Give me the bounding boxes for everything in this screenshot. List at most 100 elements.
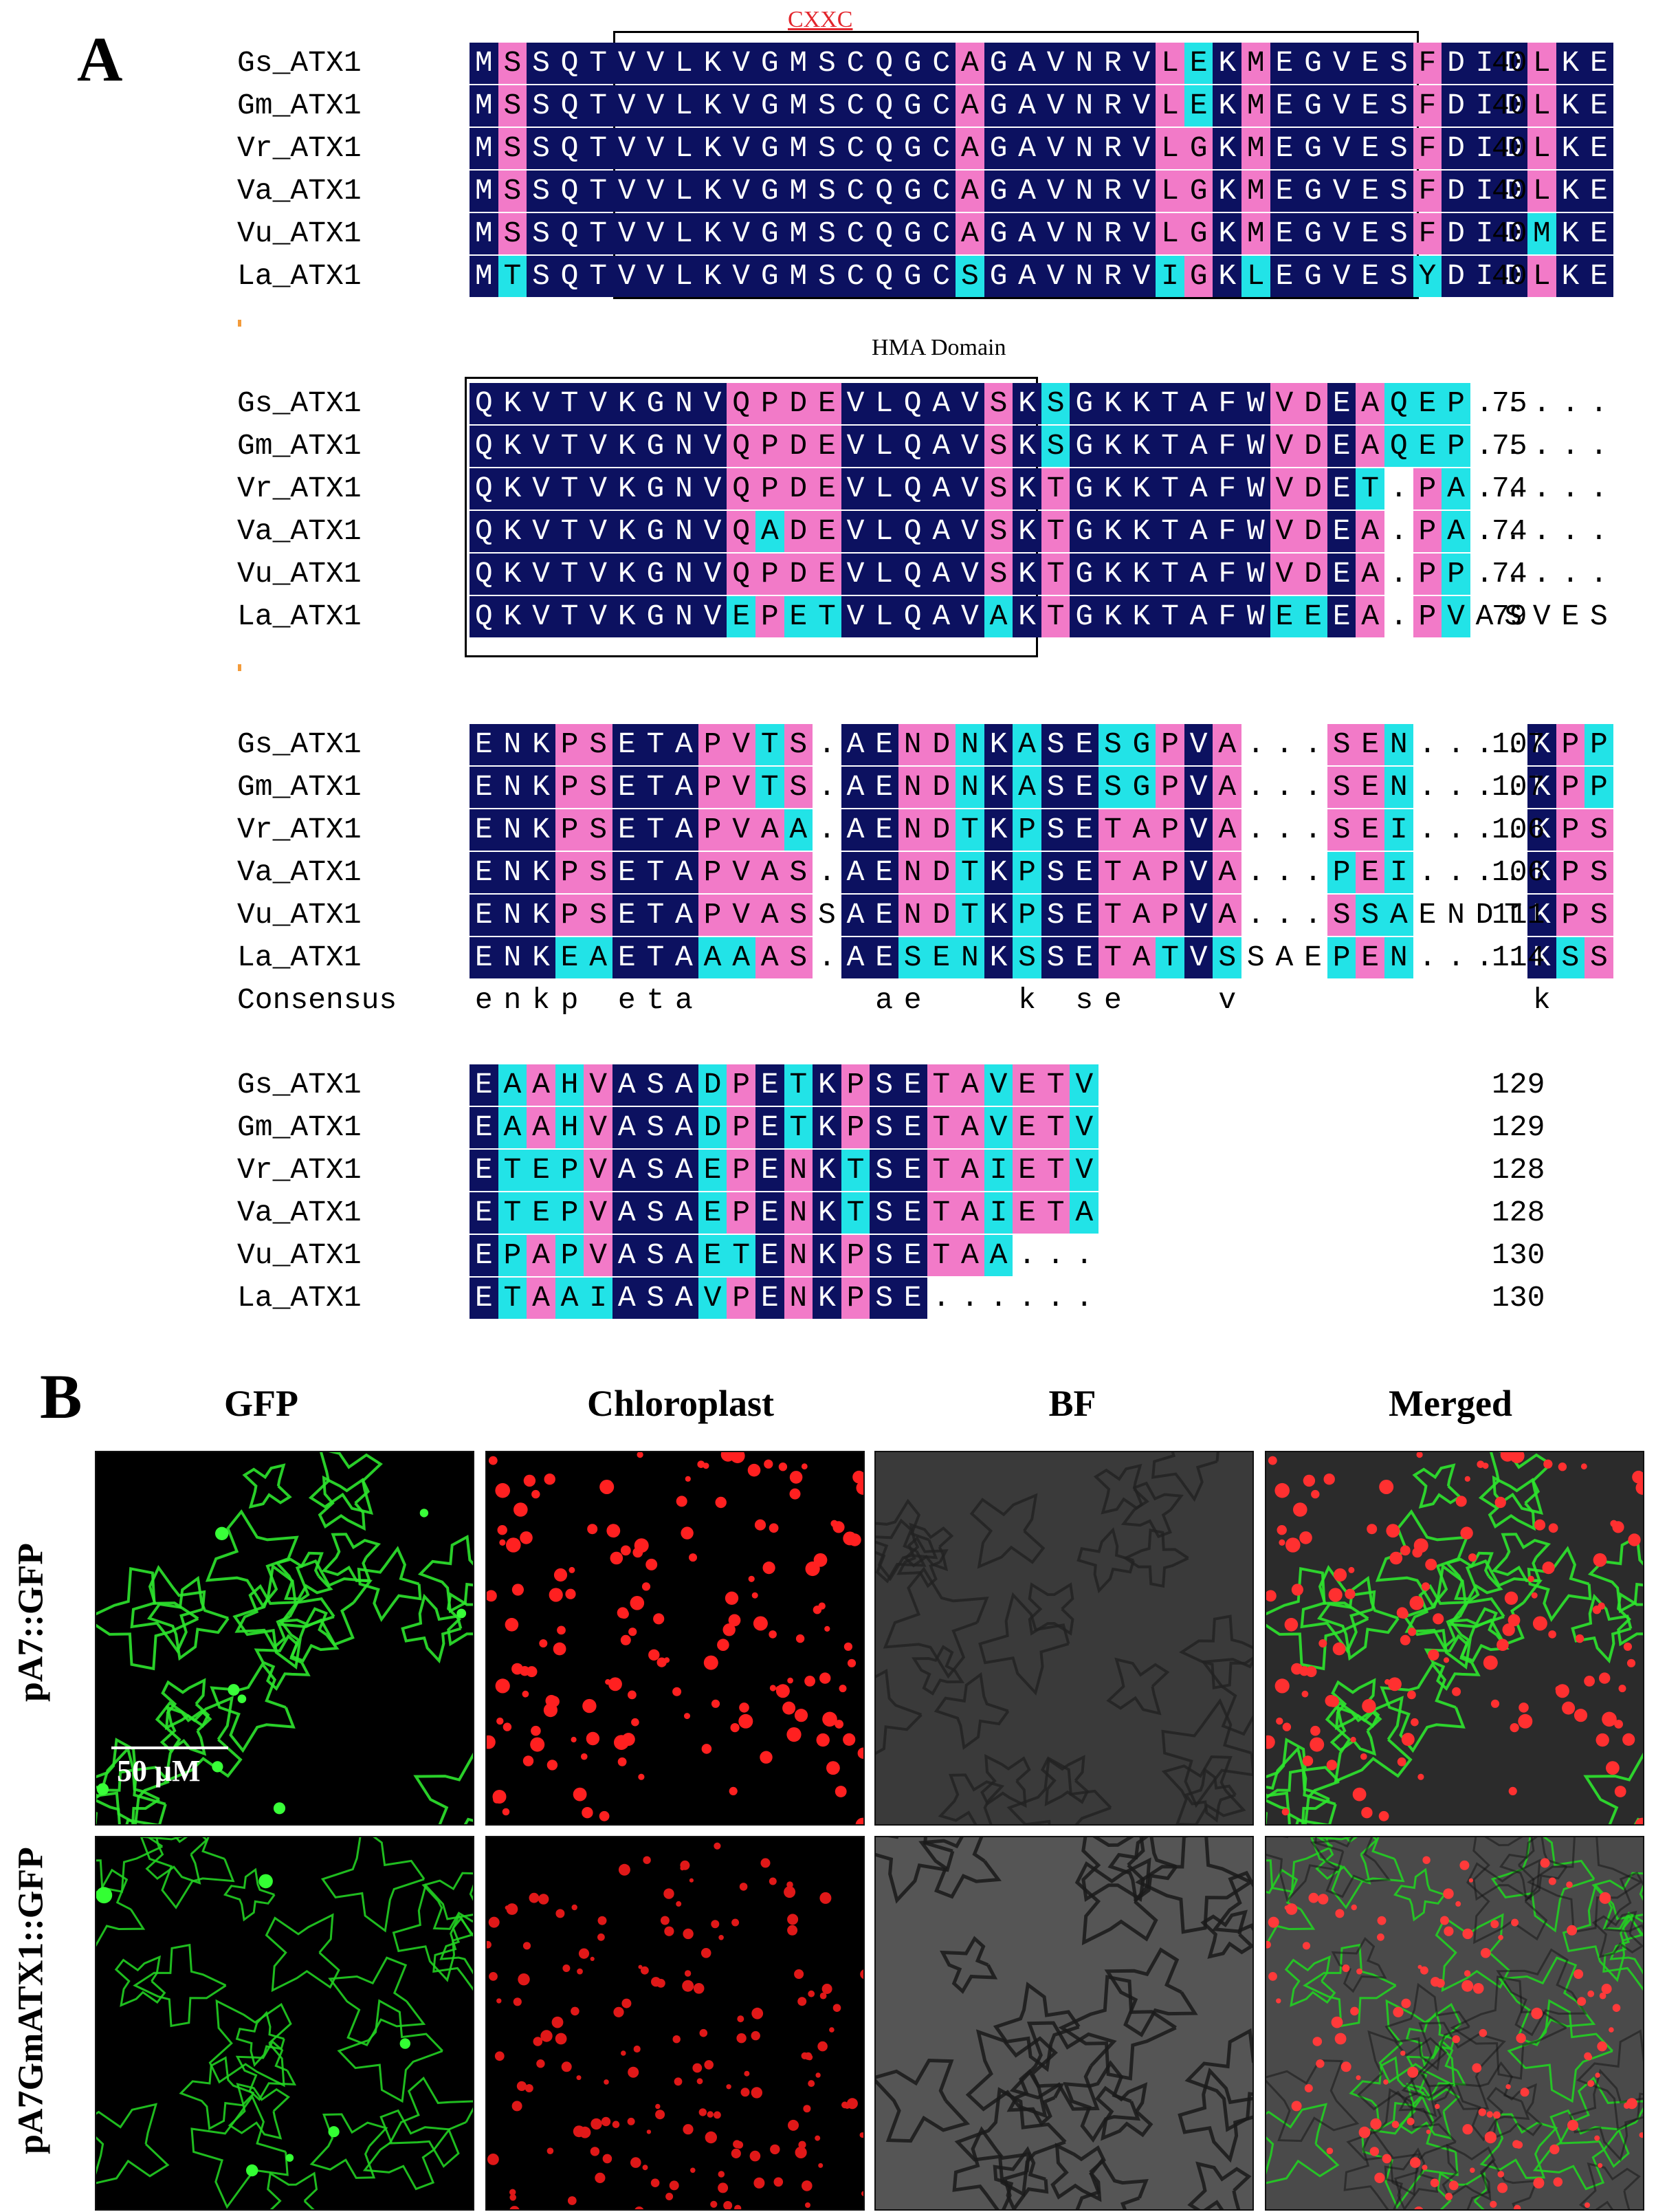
chloroplast-dot xyxy=(1318,1639,1327,1647)
residue: P xyxy=(1413,596,1442,637)
cell-outline xyxy=(1266,1746,1337,1824)
residue: E xyxy=(612,724,641,765)
consensus-residue xyxy=(1184,980,1213,1021)
residue: S xyxy=(641,1064,670,1106)
residue: K xyxy=(1556,85,1585,127)
chloroplast-dot xyxy=(617,1757,627,1766)
residue: . xyxy=(1475,557,1494,591)
residue: T xyxy=(498,1278,527,1319)
residue: R xyxy=(1099,43,1127,84)
residue: V xyxy=(1270,511,1299,552)
residue: . xyxy=(1532,557,1551,591)
residue: G xyxy=(755,43,784,84)
residue: . xyxy=(1275,813,1294,846)
residue: V xyxy=(727,809,755,851)
residue: . xyxy=(1504,855,1523,889)
residue: L xyxy=(870,511,898,552)
residue: V xyxy=(641,213,670,254)
chloroplast-dot xyxy=(1367,1524,1378,1535)
residue: V xyxy=(698,596,727,637)
chloroplast-dot xyxy=(1311,1489,1320,1499)
residue: V xyxy=(841,468,870,510)
chloroplast-dot xyxy=(645,1558,658,1570)
residue: . xyxy=(1504,941,1523,974)
sequence-end-position: 75 xyxy=(1492,386,1527,420)
chloroplast-dot xyxy=(1614,1720,1623,1729)
residue: G xyxy=(1127,767,1156,808)
chloroplast-dot xyxy=(703,1655,718,1670)
residue: Q xyxy=(470,426,498,467)
residue: L xyxy=(1156,128,1184,169)
chloroplast-dot xyxy=(855,1817,863,1824)
residue: N xyxy=(670,426,698,467)
residue: T xyxy=(927,1192,956,1234)
cell-outline xyxy=(978,1592,1070,1696)
residue: A xyxy=(755,809,784,851)
residue: G xyxy=(1070,596,1099,637)
residue: G xyxy=(1299,171,1327,212)
chloroplast-dot xyxy=(597,1933,605,1941)
cell-outline xyxy=(234,1584,300,1650)
residue: K xyxy=(813,1064,841,1106)
residue: I xyxy=(1470,43,1499,84)
chloroplast-dot xyxy=(518,1973,530,1986)
residue: V xyxy=(1532,600,1551,633)
residue: Q xyxy=(870,43,898,84)
residue: . xyxy=(1418,727,1437,761)
chloroplast-dot xyxy=(1490,2200,1497,2208)
residue: V xyxy=(1070,1064,1099,1106)
chloroplast-dot xyxy=(1268,1916,1279,1928)
residue: K xyxy=(1013,426,1041,467)
chloroplast-dot xyxy=(1519,1702,1529,1713)
chloroplast-dot xyxy=(1593,1553,1607,1567)
residue: K xyxy=(1127,383,1156,424)
cell-outline xyxy=(1266,2059,1360,2143)
cell-outline xyxy=(432,1914,473,1991)
chloroplast-dot xyxy=(606,1524,621,1538)
chloroplast-dot xyxy=(692,2063,703,2073)
cell-outline xyxy=(223,1868,276,1922)
chloroplast-dot xyxy=(1414,2206,1424,2209)
residue: V xyxy=(727,43,755,84)
residue: I xyxy=(1384,809,1413,851)
residue: N xyxy=(670,511,698,552)
chloroplast-dot xyxy=(1431,1977,1441,1987)
chloroplast-dot xyxy=(1623,2102,1631,2109)
cell-outline xyxy=(1490,1837,1596,1933)
residue: Q xyxy=(727,511,755,552)
cell-outline xyxy=(1135,1837,1252,1934)
chloroplast-dot xyxy=(621,1998,632,2008)
chloroplast-dot xyxy=(520,1531,533,1544)
cell-outline xyxy=(159,1705,212,1756)
residue: . xyxy=(1532,429,1551,463)
cell-outline xyxy=(1507,1999,1613,2103)
chloroplast-dot xyxy=(1340,2061,1351,2072)
residue: S xyxy=(1504,600,1523,633)
residue: V xyxy=(956,511,984,552)
residue: A xyxy=(841,767,870,808)
chloroplast-dot xyxy=(1464,1476,1470,1482)
residue: E xyxy=(1585,43,1613,84)
chloroplast-dot xyxy=(1494,1496,1506,1509)
chloroplast-dot xyxy=(794,1969,804,1979)
residue: S xyxy=(870,1107,898,1148)
residue: A xyxy=(1442,511,1470,552)
sequence-end-position: 130 xyxy=(1492,1238,1545,1272)
residue: D xyxy=(1499,256,1527,297)
residue: . xyxy=(1561,557,1580,591)
residue: F xyxy=(1213,596,1242,637)
residue: V xyxy=(727,724,755,765)
chloroplast-dot xyxy=(1540,1858,1550,1868)
residue: V xyxy=(1327,256,1356,297)
residue: E xyxy=(1327,511,1356,552)
residue: E xyxy=(813,426,841,467)
residue: P xyxy=(1327,852,1356,893)
residue: V xyxy=(956,554,984,595)
residue: S xyxy=(870,1278,898,1319)
residue: V xyxy=(1127,256,1156,297)
chloroplast-dot xyxy=(628,2066,639,2078)
chloroplast-dot xyxy=(737,2015,744,2023)
chloroplast-dot xyxy=(697,1460,705,1468)
cell-outline xyxy=(392,1883,473,1982)
residue: . xyxy=(1304,727,1322,761)
